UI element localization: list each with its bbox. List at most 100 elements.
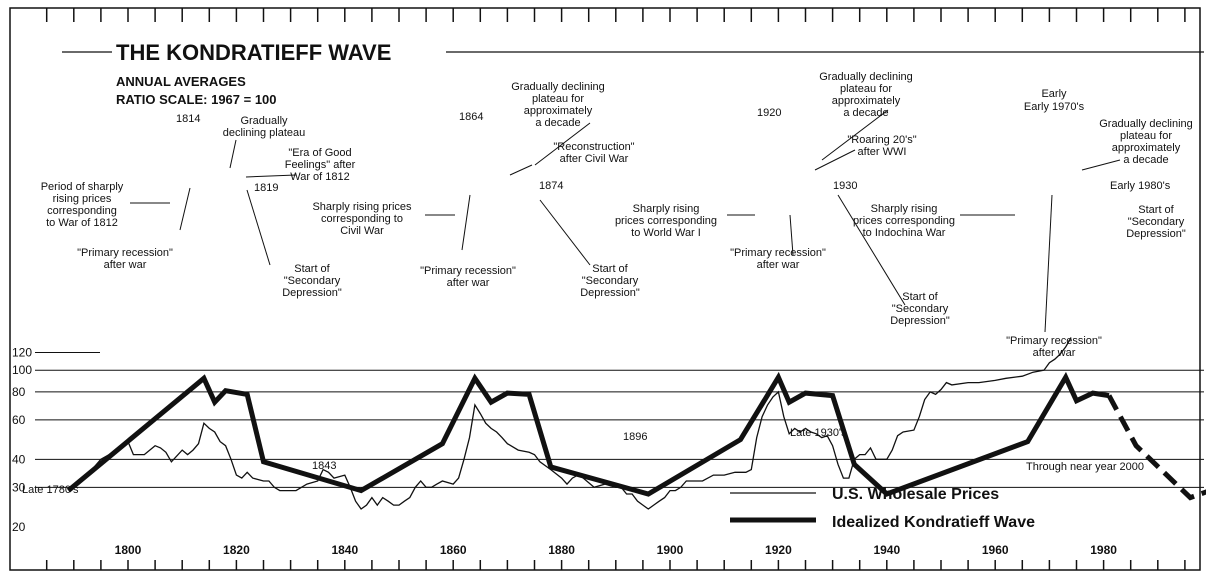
annotation-line: after war bbox=[104, 259, 147, 271]
legend: U.S. Wholesale Prices Idealized Kondrati… bbox=[730, 486, 1035, 531]
series-layer bbox=[66, 337, 1206, 510]
label-1814: 1814 bbox=[176, 113, 200, 125]
annotation-primary-recession-2: "Primary recession" after war bbox=[420, 265, 516, 289]
annotation-sharply-rising-indochina: Sharply rising prices corresponding to Ind… bbox=[853, 203, 955, 239]
annotation-gradually-plateau-4: Gradually declining plateau for approximat… bbox=[1099, 118, 1193, 166]
annotation-line: approximately bbox=[1112, 142, 1181, 154]
annotation-sharply-rising-ww1: Sharply rising prices corresponding to Wor… bbox=[615, 203, 717, 239]
annotation-line: Gradually declining bbox=[819, 71, 913, 83]
annotation-line: "Secondary bbox=[582, 275, 639, 287]
chart-frame bbox=[9, 7, 1201, 571]
gridlines bbox=[35, 351, 1204, 488]
annotation-line: prices corresponding bbox=[853, 215, 955, 227]
annotation-line: "Secondary bbox=[284, 275, 341, 287]
y-tick-label: 30 bbox=[12, 480, 26, 494]
label-1896: 1896 bbox=[623, 431, 647, 443]
annotation-roaring-20s: "Roaring 20's" after WWI bbox=[847, 134, 916, 158]
annotation-line: plateau for bbox=[1120, 130, 1172, 142]
annotation-line: plateau for bbox=[532, 93, 584, 105]
label-early-1980s: Early 1980's bbox=[1110, 180, 1171, 192]
annotation-primary-recession-4: "Primary recession" after war bbox=[1006, 335, 1102, 359]
annotation-line: "Primary recession" bbox=[420, 265, 516, 277]
annotation-line: to War of 1812 bbox=[46, 217, 118, 229]
label-early-1970s: Early 1970's bbox=[1024, 101, 1085, 113]
annotation-primary-recession-3: "Primary recession" after war bbox=[730, 247, 826, 271]
label-1819: 1819 bbox=[254, 182, 278, 194]
x-tick-label: 1920 bbox=[765, 543, 792, 557]
annotation-start-secondary-1: Start of "Secondary Depression" bbox=[282, 263, 342, 299]
annotation-line: declining plateau bbox=[223, 127, 306, 139]
y-tick-label: 100 bbox=[12, 363, 32, 377]
annotation-line: Feelings" after bbox=[285, 159, 356, 171]
x-tick-label: 1940 bbox=[873, 543, 900, 557]
annotation-primary-recession-1: "Primary recession" after war bbox=[77, 247, 173, 271]
annotation-line: a decade bbox=[1123, 154, 1168, 166]
chart-subtitle-line-2: RATIO SCALE: 1967 = 100 bbox=[116, 92, 277, 107]
annotation-line: Gradually declining bbox=[1099, 118, 1193, 130]
y-tick-label: 120 bbox=[12, 345, 32, 359]
annotation-line: Depression" bbox=[890, 315, 950, 327]
annotations: "Era of Good Feelings" after War of 1812 Gr… bbox=[41, 71, 1193, 359]
annotation-line: after WWI bbox=[858, 146, 907, 158]
annotation-line: Civil War bbox=[340, 225, 384, 237]
label-1864: 1864 bbox=[459, 111, 483, 123]
annotation-line: "Reconstruction" bbox=[553, 141, 634, 153]
x-tick-label: 1900 bbox=[657, 543, 684, 557]
annotation-line: "Primary recession" bbox=[77, 247, 173, 259]
x-tick-label: 1960 bbox=[982, 543, 1009, 557]
x-tick-label: 1860 bbox=[440, 543, 467, 557]
annotation-line: rising prices bbox=[53, 193, 112, 205]
y-tick-label: 40 bbox=[12, 452, 26, 466]
annotation-line: Depression" bbox=[282, 287, 342, 299]
annotation-line: Sharply rising prices bbox=[312, 201, 412, 213]
series-line-dashed bbox=[1106, 394, 1206, 501]
x-tick-label: 1800 bbox=[115, 543, 142, 557]
annotation-line: approximately bbox=[832, 95, 901, 107]
annotation-line: War of 1812 bbox=[290, 171, 350, 183]
annotation-line: corresponding bbox=[47, 205, 117, 217]
axis-ticks: 120 100 80 60 40 30 20 1800 1820 1840 1860 1880 1900… bbox=[12, 8, 1186, 570]
label-1930: 1930 bbox=[833, 180, 857, 192]
annotation-line: "Era of Good bbox=[288, 147, 351, 159]
annotation-line: corresponding to bbox=[321, 213, 403, 225]
annotation-line: Gradually declining bbox=[511, 81, 605, 93]
annotation-line: Period of sharply bbox=[41, 181, 124, 193]
annotation-gradually-plateau-1: Gradually declining plateau bbox=[223, 115, 306, 139]
label-1920: 1920 bbox=[757, 107, 781, 119]
annotation-gradually-plateau-3: Gradually declining plateau for approximat… bbox=[819, 71, 913, 119]
annotation-line: "Secondary bbox=[892, 303, 949, 315]
annotation-line: "Primary recession" bbox=[730, 247, 826, 259]
annotation-period-sharply-rising: Period of sharply rising prices correspond… bbox=[41, 181, 124, 229]
annotation-line: Sharply rising bbox=[633, 203, 700, 215]
legend-label-kondratieff: Idealized Kondratieff Wave bbox=[832, 514, 1035, 531]
label-1874: 1874 bbox=[539, 180, 563, 192]
annotation-line: "Primary recession" bbox=[1006, 335, 1102, 347]
chart-title: THE KONDRATIEFF WAVE bbox=[116, 40, 391, 65]
x-tick-label: 1820 bbox=[223, 543, 250, 557]
annotation-start-secondary-2: Start of "Secondary Depression" bbox=[580, 263, 640, 299]
annotation-line: after war bbox=[447, 277, 490, 289]
annotation-line: Start of bbox=[1138, 204, 1174, 216]
annotation-line: Sharply rising bbox=[871, 203, 938, 215]
y-tick-label: 20 bbox=[12, 520, 26, 534]
annotation-start-secondary-3: Start of "Secondary Depression" bbox=[890, 291, 950, 327]
annotation-line: "Roaring 20's" bbox=[847, 134, 916, 146]
x-tick-label: 1980 bbox=[1090, 543, 1117, 557]
annotation-line: a decade bbox=[843, 107, 888, 119]
annotation-line: Start of bbox=[592, 263, 628, 275]
x-tick-label: 1840 bbox=[331, 543, 358, 557]
label-through-2000: Through near year 2000 bbox=[1026, 461, 1144, 473]
annotation-line: Start of bbox=[902, 291, 938, 303]
annotation-line: plateau for bbox=[840, 83, 892, 95]
annotation-line: Depression" bbox=[1126, 228, 1186, 240]
annotation-start-secondary-4: Start of "Secondary Depression" bbox=[1126, 204, 1186, 240]
annotation-line: Gradually bbox=[240, 115, 288, 127]
annotation-reconstruction: "Reconstruction" after Civil War bbox=[553, 141, 634, 165]
label-late-1930s: Late 1930's bbox=[790, 427, 847, 439]
annotation-sharply-rising-civil: Sharply rising prices corresponding to Civ… bbox=[312, 201, 412, 237]
annotation-line: after war bbox=[757, 259, 800, 271]
label-late-1780s: Late 1780's bbox=[22, 484, 79, 496]
annotation-line: after Civil War bbox=[560, 153, 629, 165]
